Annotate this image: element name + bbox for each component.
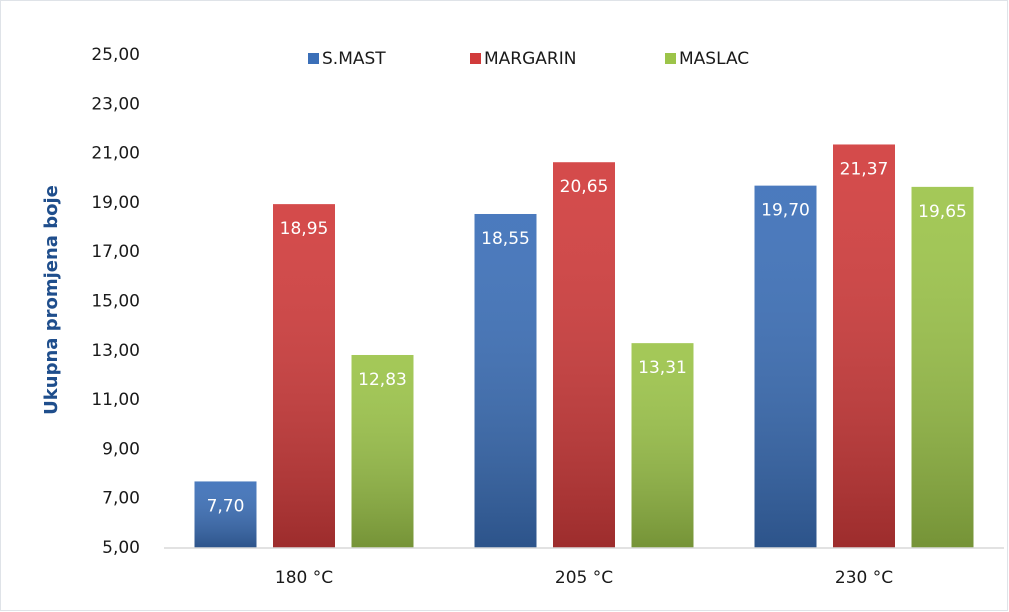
bar-shade [351, 354, 414, 548]
y-tick-label: 9,00 [102, 439, 140, 459]
bar-shade [754, 185, 817, 548]
y-tick-label: 25,00 [91, 45, 140, 65]
x-tick-label: 180 °C [275, 568, 333, 588]
legend-label: MARGARIN [484, 49, 576, 69]
value-label: 13,31 [638, 358, 687, 378]
bar-shade [553, 162, 615, 549]
value-label: 20,65 [560, 177, 609, 197]
legend-swatch [308, 53, 319, 64]
value-label: 7,70 [207, 496, 245, 516]
legend-label: MASLAC [679, 49, 749, 69]
legend-label: S.MAST [322, 49, 386, 69]
bar-shade [833, 144, 895, 549]
legend-swatch [665, 53, 676, 64]
y-tick-label: 5,00 [102, 538, 140, 558]
bar-shade [911, 186, 974, 548]
value-label: 18,95 [280, 219, 329, 239]
y-tick-label: 11,00 [91, 390, 140, 410]
y-tick-label: 7,00 [102, 489, 140, 509]
bar-shade [194, 481, 257, 548]
value-label: 12,83 [358, 370, 407, 390]
x-tick-label: 230 °C [835, 568, 893, 588]
y-tick-label: 21,00 [91, 144, 140, 164]
value-label: 18,55 [481, 229, 530, 249]
y-tick-label: 17,00 [91, 242, 140, 262]
y-tick-label: 13,00 [91, 341, 140, 361]
x-tick-label: 205 °C [555, 568, 613, 588]
y-tick-label: 23,00 [91, 94, 140, 114]
value-label: 19,70 [761, 201, 810, 221]
y-axis-label: Ukupna promjena boje [41, 185, 62, 415]
bar-shade [273, 204, 335, 548]
legend-swatch [470, 53, 481, 64]
y-tick-label: 19,00 [91, 193, 140, 213]
bar-shade [631, 343, 694, 548]
value-label: 19,65 [918, 202, 967, 222]
y-tick-label: 15,00 [91, 292, 140, 312]
value-label: 21,37 [840, 159, 889, 179]
bar-shade [474, 213, 537, 548]
